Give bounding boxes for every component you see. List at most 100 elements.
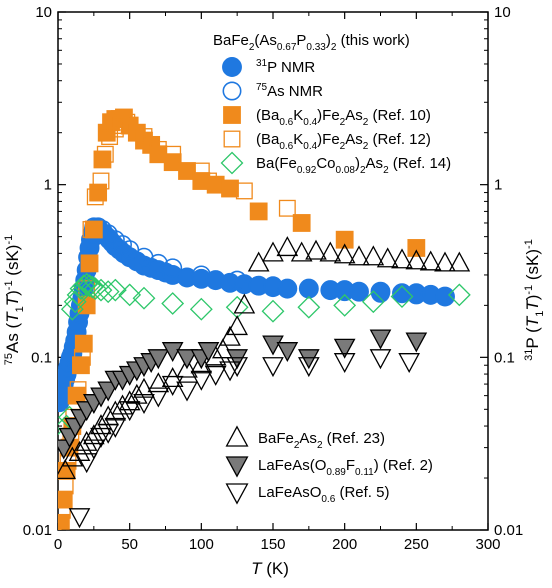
data-point	[348, 245, 370, 266]
data-point	[161, 292, 185, 315]
data-point	[407, 239, 426, 257]
data-point	[61, 529, 84, 530]
data-point	[104, 400, 127, 421]
y-tick-label-right: 10	[494, 4, 511, 21]
data-point	[104, 417, 127, 438]
data-point	[226, 315, 249, 336]
svg-text:31P (T1T)-1 (sK)-1: 31P (T1T)-1 (sK)-1	[523, 239, 546, 361]
x-tick-label: 50	[121, 536, 138, 553]
data-point	[97, 381, 120, 402]
data-point	[80, 275, 104, 299]
data-point	[361, 290, 385, 314]
data-point	[448, 251, 471, 272]
data-point	[305, 239, 327, 260]
legend-marker	[225, 483, 249, 505]
data-point	[147, 387, 170, 408]
data-point	[60, 297, 84, 321]
series-3	[58, 113, 296, 530]
y-tick-label-right: 0.01	[494, 522, 523, 539]
data-point	[75, 430, 98, 451]
svg-text:75As (T1T)-1 (sK)-1: 75As (T1T)-1 (sK)-1	[3, 235, 26, 366]
data-point	[197, 342, 220, 363]
data-point	[118, 390, 141, 411]
data-point	[118, 113, 136, 131]
x-tick-label: 0	[54, 536, 62, 553]
series-group	[58, 108, 471, 530]
data-point	[333, 243, 356, 264]
data-point	[263, 276, 283, 296]
data-point	[376, 247, 399, 268]
data-point	[92, 172, 110, 190]
data-point	[333, 353, 356, 374]
legend-label: LaFeAs(O0.89F0.11) (Ref. 2)	[258, 457, 433, 478]
data-point	[333, 338, 356, 359]
data-point	[233, 293, 256, 314]
legend-marker	[223, 130, 241, 148]
data-point	[249, 202, 268, 221]
data-point	[369, 329, 392, 350]
legend-label: (Ba0.6K0.4)Fe2As2 (Ref. 10)	[256, 107, 431, 128]
data-point	[247, 251, 270, 272]
legend-marker	[222, 81, 242, 101]
x-tick-label: 300	[475, 536, 500, 553]
data-point	[149, 140, 167, 158]
data-point	[176, 349, 198, 370]
data-point	[147, 372, 170, 393]
data-point	[226, 349, 249, 370]
x-tick-label: 150	[260, 536, 285, 553]
data-point	[73, 348, 91, 366]
data-point	[278, 199, 296, 217]
data-point	[163, 258, 183, 278]
data-point	[176, 357, 198, 378]
data-point	[190, 370, 213, 391]
y-tick-label-left: 0.01	[23, 522, 52, 539]
data-point	[398, 353, 421, 374]
data-point	[82, 424, 105, 445]
data-point	[135, 128, 153, 145]
data-point	[96, 280, 120, 304]
data-point	[335, 230, 354, 249]
legend-marker	[223, 106, 241, 124]
data-point	[276, 342, 299, 363]
x-tick-label: 200	[332, 536, 357, 553]
y-tick-label-left: 0.1	[31, 349, 52, 366]
y-tick-label-left: 10	[35, 4, 52, 21]
y-tick-label-right: 1	[494, 177, 502, 194]
data-point	[319, 241, 342, 262]
data-point	[219, 325, 241, 346]
legend-label: BaFe2As2 (Ref. 23)	[258, 430, 385, 451]
data-point	[297, 357, 320, 378]
series-6	[58, 329, 428, 460]
data-point	[297, 349, 320, 370]
data-point	[89, 183, 108, 202]
legend-top: BaFe2(As0.67P0.33)2 (this work) 31P NMR 75…	[213, 32, 451, 176]
data-point	[227, 270, 247, 290]
data-point	[277, 278, 298, 299]
data-point	[335, 282, 355, 302]
data-point	[221, 179, 239, 198]
data-point	[82, 439, 105, 460]
y-axis-left-label: 75As (T1T)-1 (sK)-1	[3, 235, 26, 366]
data-point	[80, 254, 99, 273]
data-point	[349, 281, 369, 302]
data-point	[164, 145, 182, 163]
data-point	[78, 274, 101, 298]
data-point	[221, 180, 239, 197]
y-tick-label-left: 1	[44, 177, 52, 194]
data-point	[148, 253, 168, 273]
data-point	[405, 332, 428, 353]
series-5	[58, 236, 471, 480]
data-point	[226, 357, 249, 378]
data-point	[290, 241, 313, 262]
data-point	[161, 375, 184, 396]
data-point	[406, 285, 426, 305]
data-point	[200, 172, 217, 190]
data-point	[59, 452, 77, 470]
x-tick-label: 250	[404, 536, 429, 553]
data-point	[84, 220, 103, 239]
legend-marker	[225, 425, 249, 447]
data-point	[189, 297, 213, 321]
data-point	[211, 338, 234, 359]
